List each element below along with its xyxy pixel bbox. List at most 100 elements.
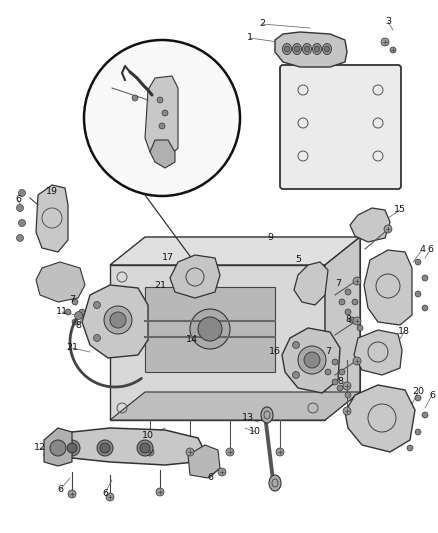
Polygon shape	[145, 237, 360, 392]
Circle shape	[353, 357, 361, 365]
Circle shape	[415, 259, 421, 265]
Circle shape	[276, 448, 284, 456]
Text: 3: 3	[385, 18, 391, 27]
Circle shape	[293, 372, 300, 378]
Polygon shape	[170, 255, 220, 298]
Polygon shape	[188, 445, 220, 478]
Circle shape	[67, 443, 77, 453]
Circle shape	[104, 306, 132, 334]
Text: 20: 20	[412, 387, 424, 397]
Ellipse shape	[283, 44, 292, 54]
Circle shape	[140, 443, 150, 453]
Text: 6: 6	[102, 489, 108, 497]
Text: 2: 2	[259, 20, 265, 28]
Polygon shape	[44, 428, 72, 466]
Circle shape	[157, 97, 163, 103]
Circle shape	[17, 205, 24, 212]
Circle shape	[345, 392, 351, 398]
Text: 21: 21	[154, 280, 166, 289]
Text: 17: 17	[162, 254, 174, 262]
Circle shape	[159, 123, 165, 129]
Text: 14: 14	[186, 335, 198, 344]
Text: 18: 18	[398, 327, 410, 336]
Text: 6: 6	[15, 196, 21, 205]
Circle shape	[349, 317, 355, 323]
Circle shape	[198, 317, 222, 341]
Text: 6: 6	[429, 391, 435, 400]
Polygon shape	[364, 250, 412, 325]
Circle shape	[332, 379, 338, 385]
Text: 6: 6	[57, 486, 63, 495]
Circle shape	[162, 110, 168, 116]
Polygon shape	[36, 262, 85, 302]
Circle shape	[337, 385, 343, 391]
Polygon shape	[325, 237, 360, 420]
Ellipse shape	[303, 44, 311, 54]
Circle shape	[345, 309, 351, 315]
Circle shape	[100, 443, 110, 453]
Text: 12: 12	[34, 443, 46, 453]
Circle shape	[93, 335, 100, 342]
Circle shape	[384, 225, 392, 233]
Text: 7: 7	[325, 348, 331, 357]
Polygon shape	[275, 32, 347, 67]
Polygon shape	[350, 208, 390, 242]
Circle shape	[343, 382, 351, 390]
Circle shape	[68, 490, 76, 498]
Circle shape	[97, 440, 113, 456]
Text: 8: 8	[337, 377, 343, 386]
Text: 6: 6	[427, 246, 433, 254]
Ellipse shape	[294, 46, 300, 52]
Ellipse shape	[322, 44, 332, 54]
Circle shape	[345, 289, 351, 295]
Text: 7: 7	[69, 295, 75, 304]
Text: 11: 11	[56, 308, 68, 317]
Circle shape	[293, 342, 300, 349]
Circle shape	[339, 299, 345, 305]
Ellipse shape	[261, 407, 273, 423]
Text: 13: 13	[242, 414, 254, 423]
Polygon shape	[282, 328, 340, 393]
Circle shape	[339, 369, 345, 375]
Circle shape	[325, 369, 331, 375]
Circle shape	[132, 95, 138, 101]
Circle shape	[72, 299, 78, 305]
Circle shape	[110, 312, 126, 328]
Text: 8: 8	[345, 316, 351, 325]
Ellipse shape	[304, 46, 310, 52]
Ellipse shape	[285, 46, 290, 52]
Polygon shape	[345, 385, 415, 452]
Circle shape	[146, 448, 154, 456]
Circle shape	[79, 309, 85, 315]
Circle shape	[64, 440, 80, 456]
Ellipse shape	[293, 44, 301, 54]
Circle shape	[74, 312, 83, 320]
Circle shape	[304, 352, 320, 368]
Polygon shape	[110, 265, 325, 420]
Text: 5: 5	[295, 255, 301, 264]
Circle shape	[422, 275, 428, 281]
Polygon shape	[150, 140, 175, 168]
Polygon shape	[110, 392, 360, 420]
Circle shape	[18, 190, 25, 197]
Circle shape	[106, 493, 114, 501]
Ellipse shape	[269, 475, 281, 491]
Polygon shape	[44, 428, 205, 465]
Polygon shape	[145, 76, 178, 158]
Ellipse shape	[314, 46, 319, 52]
Circle shape	[72, 319, 78, 325]
Circle shape	[84, 40, 240, 196]
Polygon shape	[110, 237, 360, 265]
Circle shape	[422, 305, 428, 311]
Circle shape	[390, 47, 396, 53]
Circle shape	[381, 38, 389, 46]
Circle shape	[93, 302, 100, 309]
Text: 21: 21	[66, 343, 78, 352]
Text: 8: 8	[75, 320, 81, 329]
FancyBboxPatch shape	[145, 287, 275, 372]
Text: 7: 7	[335, 279, 341, 287]
Circle shape	[353, 317, 361, 325]
Text: 10: 10	[142, 431, 154, 440]
Circle shape	[226, 448, 234, 456]
Circle shape	[17, 235, 24, 241]
